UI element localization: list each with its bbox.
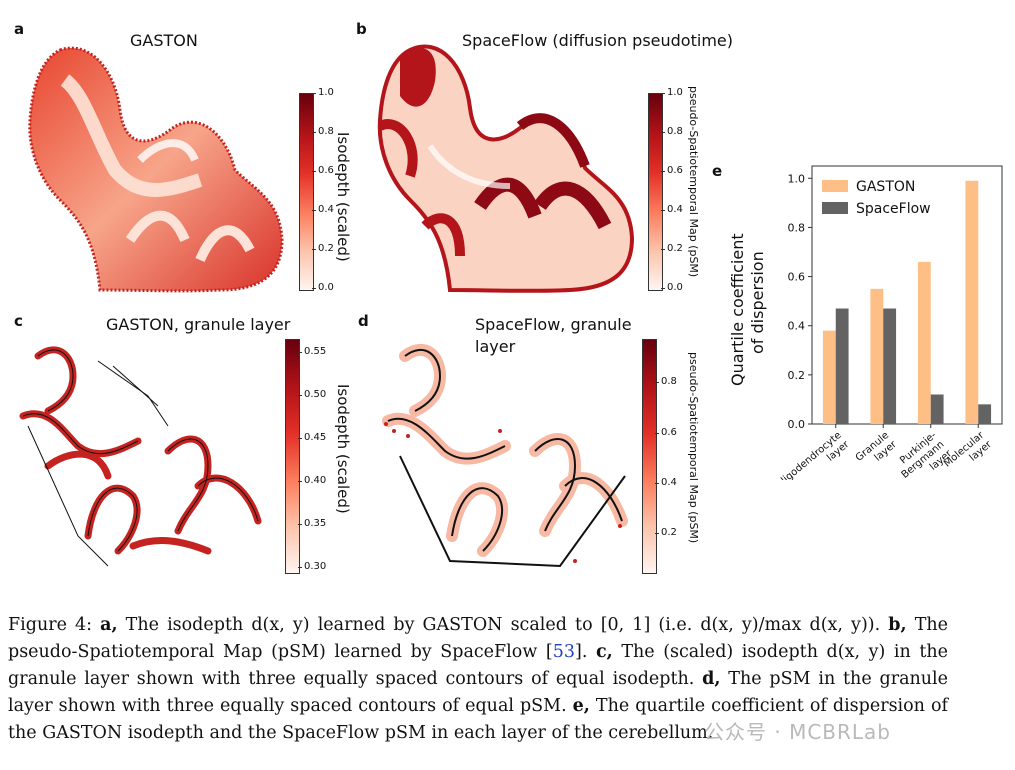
colorbar-b-tick: 1.0 [661, 87, 683, 98]
colorbar-c-tick: 0.30 [297, 561, 327, 572]
panel-b-spatial-map [377, 44, 635, 293]
colorbar-c-tick: 0.40 [297, 475, 327, 486]
bar-spaceflow [930, 394, 944, 424]
colorbar-a-tick: 0.2 [312, 243, 334, 254]
y-tick-label: 0.8 [788, 221, 806, 234]
caption-d-label: d, [702, 669, 721, 689]
x-tick-label: Oligodendrocytelayer [773, 429, 852, 480]
chart-ylabel-line1: Quartile coefficient [728, 233, 747, 386]
colorbar-a-tick: 1.0 [312, 87, 334, 98]
panel-letter-c: c [14, 312, 23, 330]
colorbar-c-label: Isodepth (scaled) [334, 384, 352, 514]
chart-ylabel-line2: of dispersion [748, 251, 767, 354]
panel-letter-a: a [14, 20, 25, 38]
bar-spaceflow [978, 404, 992, 424]
colorbar-c [285, 339, 300, 574]
panel-letter-b: b [356, 20, 367, 38]
colorbar-a [299, 93, 314, 291]
y-tick-label: 0.4 [788, 320, 806, 333]
caption-c-label: c, [595, 642, 613, 662]
colorbar-c-tick: 0.55 [297, 346, 327, 357]
watermark: 公众号 · MCBRLab [704, 720, 892, 744]
bar-spaceflow [835, 308, 849, 424]
colorbar-c-tick: 0.50 [297, 389, 327, 400]
panel-d-title-line2: layer [475, 337, 516, 356]
y-tick-label: 1.0 [788, 172, 806, 185]
caption-c-text: The (scaled) isodepth d(x, y) in the gra… [8, 642, 949, 689]
x-tick-label: Granulelayer [854, 429, 900, 473]
colorbar-d-tick: 0.6 [655, 427, 677, 438]
legend-swatch-spaceflow [822, 202, 848, 214]
caption-b-text: The pseudo-Spatiotemporal Map (pSM) lear… [8, 615, 948, 662]
y-tick-label: 0.0 [788, 418, 806, 431]
y-tick-label: 0.2 [788, 369, 806, 382]
panel-c-spatial-map [19, 346, 262, 567]
caption-e-text: The quartile coefficient of dispersion o… [8, 696, 948, 743]
caption-lead: Figure 4: [8, 615, 101, 635]
bar-gaston [917, 261, 931, 424]
colorbar-b-tick: 0.0 [661, 282, 683, 293]
caption-a-label: a, [100, 615, 118, 635]
colorbar-b-tick: 0.6 [661, 165, 683, 176]
bar-gaston [870, 288, 884, 424]
bar-gaston [965, 180, 979, 424]
colorbar-d-tick: 0.8 [655, 376, 677, 387]
colorbar-a-tick: 0.0 [312, 282, 334, 293]
colorbar-d-tick: 0.2 [655, 527, 677, 538]
colorbar-a-tick: 0.8 [312, 126, 334, 137]
caption-b-text2: ]. [575, 642, 596, 662]
citation-link[interactable]: 53 [552, 642, 575, 662]
colorbar-b-tick: 0.2 [661, 243, 683, 254]
panel-c-title: GASTON, granule layer [106, 315, 291, 334]
legend-label-gaston: GASTON [856, 179, 915, 195]
colorbar-b-label: pseudo-Spatiotemporal Map (pSM) [687, 86, 700, 278]
panel-a-spatial-map [28, 46, 284, 293]
panel-letter-e: e [712, 162, 723, 180]
chart-frame [811, 165, 1003, 425]
colorbar-d-label: pseudo-Spatiotemporal Map (pSM) [687, 352, 700, 544]
colorbar-a-tick: 0.6 [312, 165, 334, 176]
panel-b-title: SpaceFlow (diffusion pseudotime) [462, 31, 733, 50]
figure-caption: Figure 4: a, The isodepth d(x, y) learne… [8, 612, 948, 747]
colorbar-d [642, 339, 657, 574]
bar-chart: 0.0 0.2 0.4 0.6 0.8 1.0 Oligodendrocytelayer Gr… [773, 165, 1003, 480]
panel-a-title: GASTON [130, 31, 198, 50]
y-tick-label: 0.6 [788, 271, 806, 284]
x-tick-label: Molecularlayer [942, 429, 995, 478]
legend-swatch-gaston [822, 180, 848, 192]
colorbar-d-tick: 0.4 [655, 477, 677, 488]
bar-spaceflow [883, 308, 897, 424]
panel-d-spatial-map [382, 344, 628, 568]
panel-letter-d: d [358, 312, 369, 330]
colorbar-c-tick: 0.45 [297, 432, 327, 443]
caption-b-label: b, [888, 615, 907, 635]
bar-gaston [822, 330, 836, 424]
colorbar-a-label: Isodepth (scaled) [334, 132, 352, 262]
caption-e-label: e, [572, 696, 590, 716]
caption-a-text: The isodepth d(x, y) learned by GASTON s… [117, 615, 889, 635]
panel-d-title-line1: SpaceFlow, granule [475, 315, 632, 334]
x-tick-label: Purkinje-Bergmannlayer [892, 429, 955, 480]
colorbar-c-tick: 0.35 [297, 518, 327, 529]
colorbar-b [648, 93, 663, 291]
caption-d-text: The pSM in the granule layer shown with … [8, 669, 948, 716]
legend-label-spaceflow: SpaceFlow [856, 201, 931, 217]
colorbar-b-tick: 0.4 [661, 204, 683, 215]
colorbar-b-tick: 0.8 [661, 126, 683, 137]
colorbar-a-tick: 0.4 [312, 204, 334, 215]
